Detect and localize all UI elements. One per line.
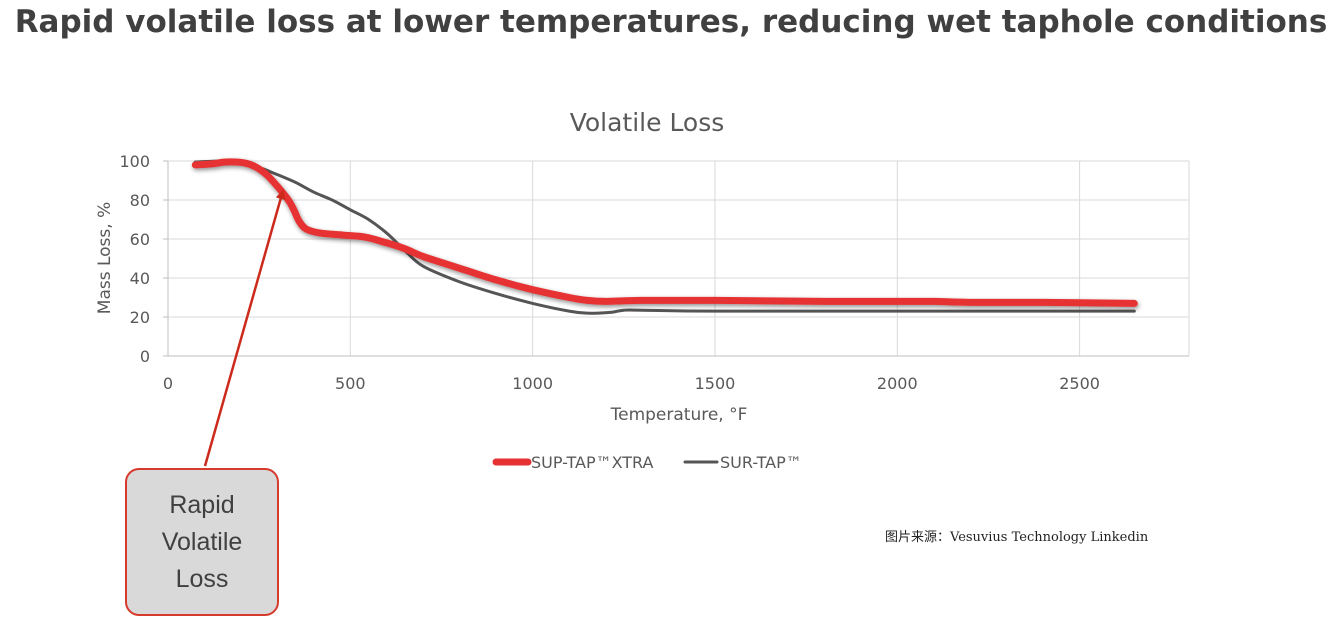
x-tick-label: 1000	[512, 374, 553, 393]
headline: Rapid volatile loss at lower temperature…	[14, 4, 1328, 40]
y-axis-label: Mass Loss, %	[95, 202, 115, 314]
y-tick-label: 80	[130, 191, 150, 210]
y-tick-label: 40	[130, 269, 150, 288]
x-tick-label: 2000	[877, 374, 918, 393]
x-tick-label: 500	[335, 374, 366, 393]
series-line-sup-tap-xtra	[191, 158, 1138, 307]
callout-arrow	[203, 189, 286, 467]
y-tick-label: 100	[119, 152, 150, 171]
x-tick-label: 1500	[695, 374, 736, 393]
series-lines	[191, 158, 1138, 315]
grid	[168, 160, 1190, 356]
y-tick-label: 20	[130, 308, 150, 327]
chart-title: Volatile Loss	[570, 108, 725, 137]
axes	[163, 160, 1189, 357]
image-source-note: 图片来源：Vesuvius Technology Linkedin	[885, 530, 1149, 545]
y-tick-label: 60	[130, 230, 150, 249]
x-tick-label: 2500	[1059, 374, 1100, 393]
legend-label-sur-tap: SUR-TAP™	[720, 453, 802, 472]
x-axis-label: Temperature, °F	[610, 405, 748, 425]
y-tick-label: 0	[140, 347, 150, 366]
series-line-sur-tap	[193, 159, 1136, 315]
legend-label-sup-tap-xtra: SUP-TAP™XTRA	[531, 453, 654, 472]
x-tick-label: 0	[163, 374, 173, 393]
legend: SUP-TAP™XTRA SUR-TAP™	[492, 453, 802, 472]
callout-box: Rapid Volatile Loss	[125, 468, 279, 616]
